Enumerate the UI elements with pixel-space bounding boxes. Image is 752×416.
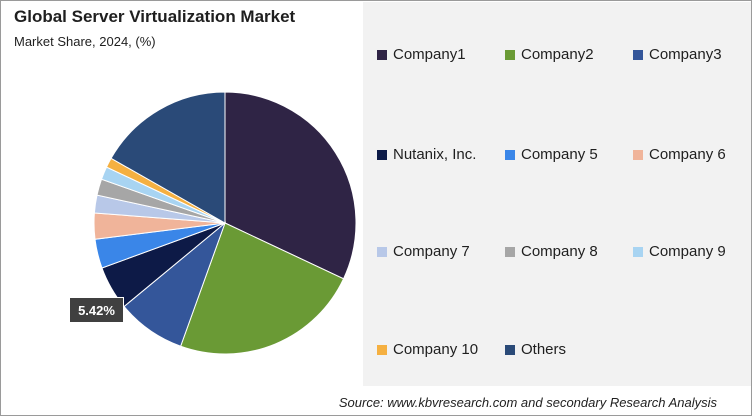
pie-slice-others (110, 91, 226, 224)
legend-item: Company 6 (633, 146, 726, 163)
legend-label: Company 8 (521, 243, 598, 260)
legend-item: Company 5 (505, 146, 598, 163)
legend-swatch (633, 246, 643, 257)
legend-swatch (633, 149, 643, 160)
legend-item: Company 7 (377, 243, 470, 260)
legend-item: Company1 (377, 46, 466, 63)
legend-label: Company 5 (521, 146, 598, 163)
legend-swatch (377, 344, 387, 355)
legend-item: Company 9 (633, 243, 726, 260)
legend-item: Others (505, 341, 566, 358)
data-label-nutanix: 5.42% (69, 297, 124, 323)
legend-label: Company 9 (649, 243, 726, 260)
legend-item: Company 8 (505, 243, 598, 260)
legend-swatch (505, 149, 515, 160)
chart-title: Global Server Virtualization Market (14, 7, 296, 26)
legend-label: Nutanix, Inc. (393, 146, 477, 163)
legend-swatch (633, 49, 643, 60)
legend-swatch (505, 344, 515, 355)
legend-swatch (377, 246, 387, 257)
legend-label: Company 6 (649, 146, 726, 163)
legend-label: Company3 (649, 46, 722, 63)
legend-swatch (377, 49, 387, 60)
legend-label: Company2 (521, 46, 594, 63)
chart-legend: Company1 Company2 Company3 Nutanix, Inc. Com… (377, 1, 749, 385)
legend-swatch (505, 246, 515, 257)
legend-item: Company 10 (377, 341, 478, 358)
legend-label: Company 7 (393, 243, 470, 260)
pie-slice-company2 (179, 222, 345, 355)
legend-swatch (377, 149, 387, 160)
pie-slice-company1 (224, 91, 357, 280)
legend-item: Nutanix, Inc. (377, 146, 476, 163)
legend-swatch (505, 49, 515, 60)
legend-panel (363, 2, 751, 386)
legend-label: Company1 (393, 46, 466, 63)
source-note: Source: www.kbvresearch.com and secondar… (338, 395, 717, 410)
legend-label: Others (521, 341, 567, 358)
pie-chart (93, 91, 357, 355)
legend-item: Company3 (633, 46, 722, 63)
chart-subtitle: Market Share, 2024, (%) (14, 34, 156, 49)
legend-label: Company 10 (393, 341, 479, 358)
legend-item: Company2 (505, 46, 594, 63)
